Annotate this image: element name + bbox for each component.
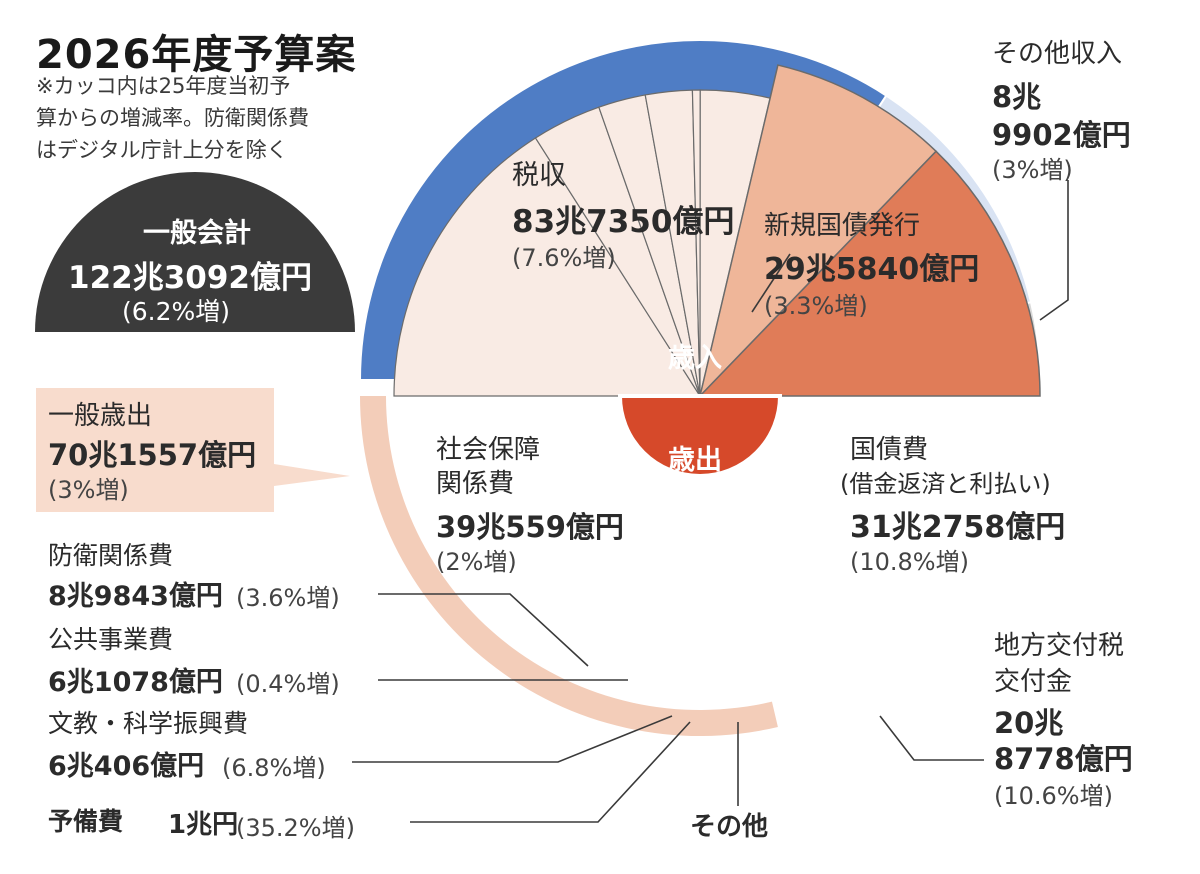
reserve-leader [410, 721, 691, 823]
public-works-label: 公共事業費 [48, 625, 174, 654]
public-works-pct: (0.4%増) [236, 670, 340, 698]
exp-slice-debt [698, 150, 1041, 397]
general-expenditure-amount: 70兆1557億円 [48, 438, 257, 472]
note-line-1: ※カッコ内は25年度当初予 [36, 74, 291, 98]
defense-pct: (3.6%増) [236, 584, 340, 612]
bonds-label: 新規国債発行 [764, 211, 921, 241]
exp-slice-local-tax [698, 64, 938, 399]
social-security-amount: 39兆559億円 [436, 510, 624, 544]
local-tax-label-1: 地方交付税 [994, 631, 1125, 661]
social-security-pct: (2%増) [436, 548, 517, 576]
defense-label: 防衛関係費 [48, 541, 174, 570]
debt-amount: 31兆2758億円 [850, 510, 1066, 545]
local-tax-amount-2: 8778億円 [994, 742, 1133, 776]
tax-label: 税収 [512, 160, 566, 191]
local-tax-amount-1: 20兆 [994, 706, 1064, 740]
general-expenditure-label: 一般歳出 [48, 401, 153, 431]
debt-label: 国債費 [850, 435, 929, 465]
reserve-pct: (35.2%増) [236, 814, 355, 842]
defense-amount: 8兆9843億円 [48, 581, 223, 612]
exp-slice-social-security [393, 137, 702, 397]
local-tax-leader [879, 715, 984, 761]
general-account-label: 一般会計 [143, 218, 251, 249]
defense-leader [378, 593, 589, 667]
note-line-3: はデジタル庁計上分を除く [36, 138, 288, 162]
general-expenditure-box [36, 388, 274, 512]
general-expenditure-pct: (3%増) [48, 476, 129, 504]
debt-sub: (借金返済と利払い) [840, 470, 1051, 498]
social-security-label-2: 関係費 [436, 469, 515, 499]
other-expenditure-label: その他 [690, 812, 769, 842]
local-tax-label-2: 交付金 [994, 667, 1073, 697]
tax-amount: 83兆7350億円 [512, 204, 735, 240]
expenditure-center-disc [617, 394, 783, 478]
reserve-amount: 1兆円 [168, 810, 239, 840]
other-revenue-label: その他収入 [992, 39, 1123, 69]
other-revenue-leader [1039, 180, 1069, 321]
general-account-amount: 122兆3092億円 [68, 260, 312, 296]
local-tax-pct: (10.6%増) [994, 782, 1113, 810]
other-revenue-pct: (3%増) [992, 156, 1073, 184]
reserve-label: 予備費 [48, 807, 124, 836]
public-works-amount: 6兆1078億円 [48, 667, 223, 698]
social-security-label-1: 社会保障 [436, 435, 541, 465]
revenue-center-label: 歳入 [668, 343, 722, 374]
general-account-shape [35, 172, 355, 332]
bonds-leader [751, 253, 791, 313]
education-amount: 6兆406億円 [48, 751, 205, 782]
bonds-pct: (3.3%増) [764, 292, 868, 320]
general-expenditure-pointer [274, 464, 350, 486]
bonds-amount: 29兆5840億円 [764, 252, 980, 287]
note-line-2: 算からの増減率。防衛関係費 [36, 106, 309, 130]
other-revenue-amount-1: 8兆 [992, 80, 1042, 114]
chart-title: 2026年度予算案 [36, 32, 357, 78]
expenditure-center-label: 歳出 [668, 445, 722, 476]
education-label: 文教・科学振興費 [48, 709, 249, 738]
general-account-pct: (6.2%増) [122, 297, 231, 326]
other-revenue-amount-2: 9902億円 [992, 118, 1131, 152]
tax-pct: (7.6%増) [512, 244, 616, 272]
debt-pct: (10.8%増) [850, 548, 969, 576]
education-leader [352, 715, 673, 763]
education-pct: (6.8%増) [222, 754, 326, 782]
